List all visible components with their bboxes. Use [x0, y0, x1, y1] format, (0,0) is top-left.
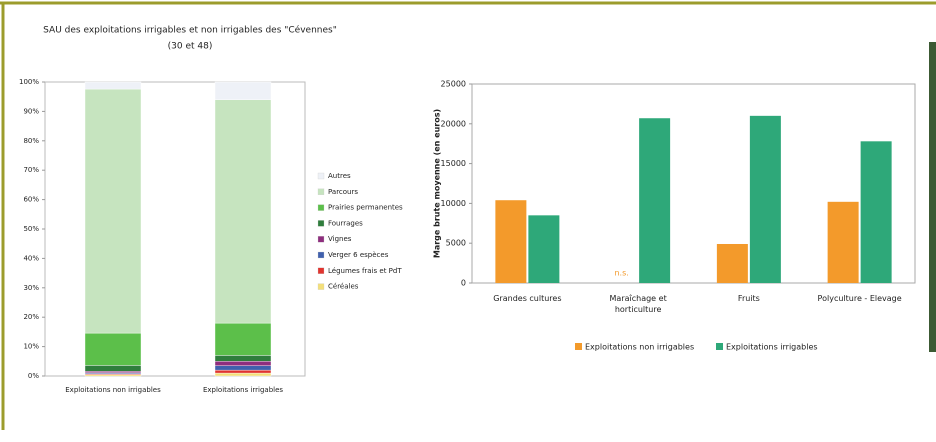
bar-segment: [214, 369, 272, 374]
legend-swatch: [317, 204, 325, 211]
y-tick-label: 5000: [446, 239, 466, 248]
legend-swatch: [317, 251, 325, 259]
legend-label: Autres: [328, 172, 351, 180]
legend-swatch: [317, 267, 325, 274]
legend-label: Fourrages: [328, 219, 363, 227]
bar-segment: [214, 322, 272, 356]
bar-segment: [84, 81, 142, 90]
legend-swatch: [317, 172, 325, 180]
y-tick-label: 20%: [23, 313, 39, 321]
bar-segment: [84, 365, 142, 372]
y-tick-label: 15000: [441, 159, 466, 168]
legend-label: Verger 6 espèces: [328, 251, 389, 259]
legend-label: Parcours: [328, 188, 358, 196]
x-tick-label: Exploitations non irrigables: [65, 386, 161, 394]
legend-label: Céréales: [328, 283, 359, 291]
legend-label: Légumes frais et PdT: [328, 267, 402, 275]
x-tick-label-box: Fruits: [737, 294, 760, 303]
bar-segment: [214, 361, 272, 366]
legend-swatch: [317, 220, 325, 227]
y-tick-label: 0%: [28, 372, 39, 380]
bar: [495, 200, 527, 283]
legend-swatch: [317, 188, 325, 195]
x-tick-label: Maraîchage et horticulture: [609, 294, 667, 314]
bar-segment: [214, 365, 272, 371]
x-tick-label: Polyculture - Elevage: [817, 294, 902, 303]
x-tick-label: Exploitations irrigables: [203, 386, 283, 394]
bar-segment: [214, 372, 272, 377]
y-tick-label: 40%: [23, 254, 39, 262]
bar-segment: [84, 332, 142, 366]
x-tick-label: Fruits: [737, 294, 760, 303]
bar: [827, 201, 859, 283]
legend-swatch: [716, 343, 723, 350]
y-tick-label: 10%: [23, 343, 39, 351]
bar-segment: [84, 371, 142, 373]
photo-strip: [929, 42, 936, 352]
x-tick-label-box: Maraîchage et horticulture: [609, 294, 667, 314]
bar-segment: [84, 88, 142, 334]
bar-segment: [214, 81, 272, 100]
bar: [639, 118, 671, 283]
legend-label: Vignes: [328, 235, 352, 243]
bar: [528, 215, 560, 283]
y-tick-label: 100%: [19, 78, 39, 86]
y-tick-label: 25000: [441, 80, 466, 89]
legend-swatch: [317, 236, 325, 243]
bar: [860, 141, 892, 283]
chart-subtitle: (30 et 48): [168, 42, 213, 52]
y-tick-label: 0: [461, 279, 466, 288]
y-tick-label: 90%: [23, 107, 39, 115]
y-tick-label: 30%: [23, 284, 39, 292]
y-tick-label: 70%: [23, 166, 39, 174]
y-tick-label: 60%: [23, 196, 39, 204]
bar: [716, 243, 748, 283]
y-tick-label: 50%: [23, 225, 39, 233]
legend-label: Prairies permanentes: [328, 204, 403, 212]
legend-swatch: [317, 283, 325, 290]
legend-swatch: [575, 343, 582, 350]
legend-label: Exploitations irrigables: [726, 343, 818, 352]
y-tick-label: 20000: [441, 119, 466, 128]
bar: [749, 115, 781, 283]
annotation: n.s.: [614, 269, 628, 278]
plot-area: [471, 83, 916, 284]
y-tick-label: 10000: [441, 199, 466, 208]
bar-segment: [214, 355, 272, 362]
chart-title: SAU des exploitations irrigables et non …: [43, 25, 337, 36]
y-tick-label: 80%: [23, 137, 39, 145]
y-axis-label: Marge brute moyenne (en euros): [433, 109, 442, 258]
x-tick-label: Grandes cultures: [493, 294, 562, 303]
x-tick-label-box: Polyculture - Elevage: [817, 294, 902, 303]
x-tick-label-box: Grandes cultures: [493, 294, 562, 303]
bar-segment: [214, 99, 272, 324]
legend-label: Exploitations non irrigables: [585, 343, 694, 352]
bar-segment: [84, 374, 142, 377]
